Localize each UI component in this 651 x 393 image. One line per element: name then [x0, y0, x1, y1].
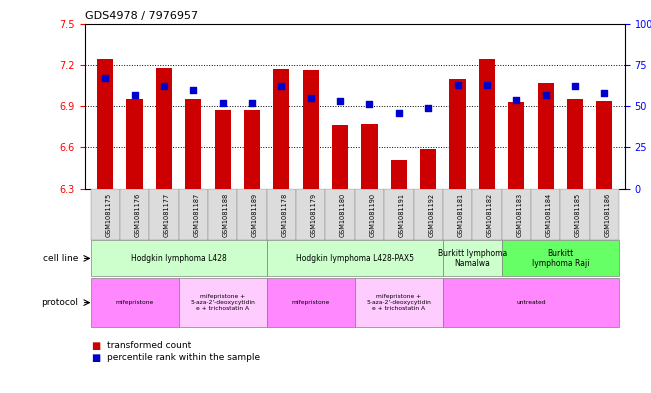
Point — [305, 95, 316, 101]
Text: ■: ■ — [91, 353, 100, 363]
Bar — [538, 83, 554, 189]
Bar — [361, 124, 378, 189]
Point — [394, 110, 404, 116]
Bar — [355, 278, 443, 327]
Bar — [420, 149, 436, 189]
Text: GSM1081185: GSM1081185 — [575, 193, 581, 237]
Point — [159, 83, 169, 90]
Bar — [443, 189, 472, 240]
Bar — [413, 189, 443, 240]
Text: cell line: cell line — [43, 254, 78, 263]
Text: ■: ■ — [91, 341, 100, 351]
Point — [570, 83, 580, 90]
Point — [130, 92, 140, 98]
Point — [511, 96, 521, 103]
Point — [365, 101, 375, 108]
Bar — [590, 189, 619, 240]
Point — [423, 105, 434, 111]
Text: GDS4978 / 7976957: GDS4978 / 7976957 — [85, 11, 198, 21]
Point — [276, 83, 286, 90]
Text: untreated: untreated — [516, 300, 546, 305]
Bar — [267, 241, 443, 276]
Bar — [508, 102, 525, 189]
Point — [540, 92, 551, 98]
Text: GSM1081178: GSM1081178 — [281, 193, 287, 237]
Bar — [449, 79, 465, 189]
Text: Hodgkin lymphoma L428: Hodgkin lymphoma L428 — [131, 254, 227, 263]
Text: Burkitt lymphoma
Namalwa: Burkitt lymphoma Namalwa — [437, 249, 507, 268]
Text: mifepristone +
5-aza-2'-deoxycytidin
e + trichostatin A: mifepristone + 5-aza-2'-deoxycytidin e +… — [190, 294, 255, 311]
Bar — [215, 110, 230, 189]
Bar — [326, 189, 355, 240]
Bar — [296, 189, 326, 240]
Text: GSM1081176: GSM1081176 — [135, 193, 141, 237]
Bar — [502, 189, 531, 240]
Text: GSM1081179: GSM1081179 — [311, 193, 317, 237]
Bar — [596, 101, 613, 189]
Text: mifepristone: mifepristone — [115, 300, 154, 305]
Text: GSM1081190: GSM1081190 — [370, 193, 376, 237]
Bar — [97, 59, 113, 189]
Bar — [479, 59, 495, 189]
Point — [247, 100, 257, 106]
Text: GSM1081177: GSM1081177 — [164, 193, 170, 237]
Point — [188, 86, 199, 93]
Bar — [185, 99, 201, 189]
Point — [100, 75, 111, 81]
Text: GSM1081186: GSM1081186 — [604, 193, 611, 237]
Point — [217, 100, 228, 106]
Bar — [90, 278, 178, 327]
Text: GSM1081182: GSM1081182 — [487, 193, 493, 237]
Text: GSM1081181: GSM1081181 — [458, 193, 464, 237]
Text: GSM1081187: GSM1081187 — [193, 193, 199, 237]
Bar — [531, 189, 561, 240]
Text: Hodgkin lymphoma L428-PAX5: Hodgkin lymphoma L428-PAX5 — [296, 254, 414, 263]
Text: GSM1081189: GSM1081189 — [252, 193, 258, 237]
Text: GSM1081192: GSM1081192 — [428, 193, 434, 237]
Text: protocol: protocol — [41, 298, 78, 307]
Text: GSM1081175: GSM1081175 — [105, 193, 111, 237]
Bar — [90, 241, 267, 276]
Text: transformed count: transformed count — [107, 342, 191, 350]
Bar — [443, 278, 619, 327]
Bar — [384, 189, 413, 240]
Bar — [120, 189, 149, 240]
Text: GSM1081184: GSM1081184 — [546, 193, 551, 237]
Bar — [238, 189, 267, 240]
Text: percentile rank within the sample: percentile rank within the sample — [107, 353, 260, 362]
Text: mifepristone +
5-aza-2'-deoxycytidin
e + trichostatin A: mifepristone + 5-aza-2'-deoxycytidin e +… — [367, 294, 431, 311]
Bar — [126, 99, 143, 189]
Bar — [178, 189, 208, 240]
Text: GSM1081180: GSM1081180 — [340, 193, 346, 237]
Bar — [178, 278, 267, 327]
Text: GSM1081188: GSM1081188 — [223, 193, 229, 237]
Point — [335, 98, 345, 104]
Point — [599, 90, 609, 96]
Bar — [267, 278, 355, 327]
Bar — [502, 241, 619, 276]
Bar — [244, 110, 260, 189]
Text: GSM1081191: GSM1081191 — [399, 193, 405, 237]
Point — [452, 81, 463, 88]
Bar — [472, 189, 502, 240]
Bar — [273, 69, 290, 189]
Bar — [156, 68, 172, 189]
Bar — [391, 160, 407, 189]
Text: Burkitt
lymphoma Raji: Burkitt lymphoma Raji — [532, 249, 589, 268]
Bar — [567, 99, 583, 189]
Bar — [332, 125, 348, 189]
Bar — [303, 70, 319, 189]
Bar — [561, 189, 590, 240]
Bar — [267, 189, 296, 240]
Text: mifepristone: mifepristone — [292, 300, 330, 305]
Bar — [208, 189, 238, 240]
Bar — [355, 189, 384, 240]
Bar — [443, 241, 502, 276]
Bar — [149, 189, 178, 240]
Point — [482, 81, 492, 88]
Bar — [90, 189, 120, 240]
Text: GSM1081183: GSM1081183 — [516, 193, 522, 237]
